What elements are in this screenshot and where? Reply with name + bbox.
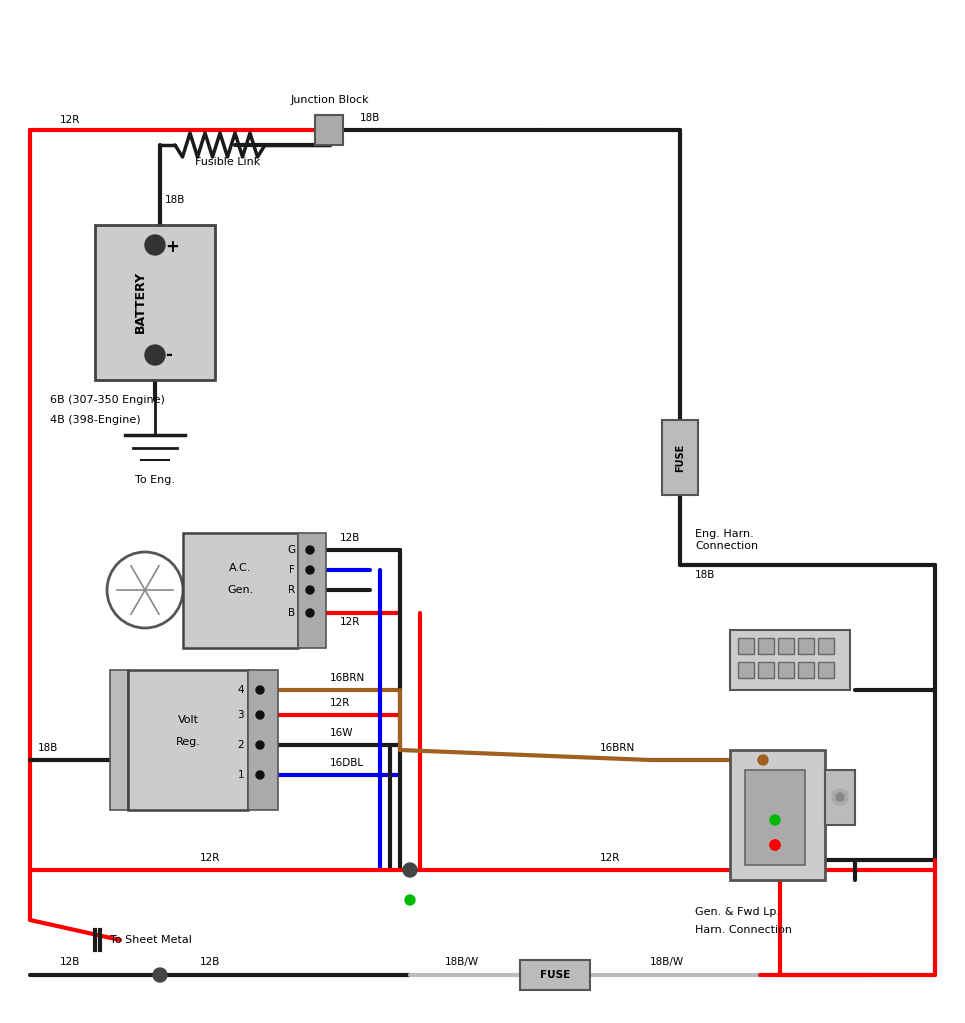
Text: 1: 1: [237, 770, 244, 780]
Text: A.C.: A.C.: [229, 563, 251, 573]
Bar: [818, 662, 834, 678]
Text: 18B: 18B: [165, 195, 185, 205]
Bar: [128, 670, 248, 810]
Text: G: G: [287, 545, 295, 555]
Text: FUSE: FUSE: [675, 444, 685, 473]
Bar: [110, 670, 128, 810]
Circle shape: [832, 789, 848, 805]
Circle shape: [145, 235, 165, 255]
Bar: [315, 115, 343, 145]
Text: R: R: [288, 585, 295, 595]
Text: 16BRN: 16BRN: [330, 673, 365, 683]
Bar: [248, 670, 278, 810]
Text: Fusible Link: Fusible Link: [195, 157, 261, 167]
Circle shape: [145, 345, 165, 365]
Bar: [758, 638, 774, 654]
Text: 12B: 12B: [340, 533, 360, 543]
Circle shape: [306, 609, 314, 617]
Text: Junction Block: Junction Block: [290, 95, 370, 105]
Text: 18B: 18B: [38, 743, 58, 753]
Circle shape: [770, 840, 780, 850]
Bar: [758, 662, 774, 678]
Bar: [95, 225, 215, 380]
Text: 12R: 12R: [330, 698, 350, 708]
Circle shape: [770, 815, 780, 825]
Circle shape: [403, 863, 417, 877]
Circle shape: [256, 771, 264, 779]
Text: 18B: 18B: [695, 570, 715, 580]
Text: 12R: 12R: [60, 115, 80, 125]
Circle shape: [306, 566, 314, 574]
Bar: [730, 630, 850, 690]
Bar: [798, 638, 814, 654]
Circle shape: [256, 741, 264, 749]
Bar: [778, 662, 794, 678]
Bar: [298, 533, 326, 648]
Text: 18B/W: 18B/W: [650, 957, 684, 967]
Text: +: +: [165, 238, 179, 256]
Bar: [662, 420, 698, 495]
Circle shape: [306, 546, 314, 554]
Text: 12R: 12R: [600, 853, 620, 863]
Text: To Eng.: To Eng.: [135, 475, 175, 485]
Circle shape: [770, 840, 780, 850]
Text: 18B/W: 18B/W: [445, 957, 480, 967]
Text: FUSE: FUSE: [539, 970, 570, 980]
Bar: [738, 638, 754, 654]
Text: Reg.: Reg.: [176, 737, 201, 747]
Text: Volt: Volt: [178, 715, 199, 725]
Bar: [818, 638, 834, 654]
Text: Gen.: Gen.: [227, 585, 253, 595]
Bar: [778, 638, 794, 654]
Text: B: B: [288, 608, 295, 618]
Circle shape: [153, 968, 167, 982]
Bar: [520, 960, 590, 990]
Text: 12B: 12B: [60, 957, 80, 967]
Text: Eng. Harn.
Connection: Eng. Harn. Connection: [695, 529, 758, 550]
Text: 4: 4: [237, 685, 244, 695]
Text: BATTERY: BATTERY: [133, 271, 147, 333]
Bar: [745, 770, 805, 865]
Text: 2: 2: [237, 740, 244, 750]
Text: F: F: [290, 565, 295, 575]
Circle shape: [256, 711, 264, 719]
Bar: [183, 533, 298, 648]
Text: 12B: 12B: [200, 957, 220, 967]
Bar: [825, 770, 855, 825]
Bar: [798, 662, 814, 678]
Text: 3: 3: [237, 710, 244, 720]
Circle shape: [836, 793, 844, 801]
Text: 4B (398-Engine): 4B (398-Engine): [50, 415, 141, 425]
Text: 18B: 18B: [360, 113, 380, 123]
Circle shape: [758, 755, 768, 765]
Text: 16BRN: 16BRN: [600, 743, 635, 753]
Text: Harn. Connection: Harn. Connection: [695, 925, 792, 935]
Text: 16W: 16W: [330, 728, 353, 738]
Text: -: -: [165, 346, 172, 364]
Text: 16DBL: 16DBL: [330, 758, 364, 768]
Circle shape: [405, 895, 415, 905]
Circle shape: [256, 686, 264, 694]
Text: 12R: 12R: [200, 853, 220, 863]
Text: Gen. & Fwd Lp.: Gen. & Fwd Lp.: [695, 907, 780, 917]
Text: 6B (307-350 Engine): 6B (307-350 Engine): [50, 395, 165, 405]
Bar: [738, 662, 754, 678]
Text: To Sheet Metal: To Sheet Metal: [110, 935, 192, 945]
Text: 12R: 12R: [340, 617, 360, 627]
Bar: [730, 750, 825, 880]
Circle shape: [306, 586, 314, 594]
